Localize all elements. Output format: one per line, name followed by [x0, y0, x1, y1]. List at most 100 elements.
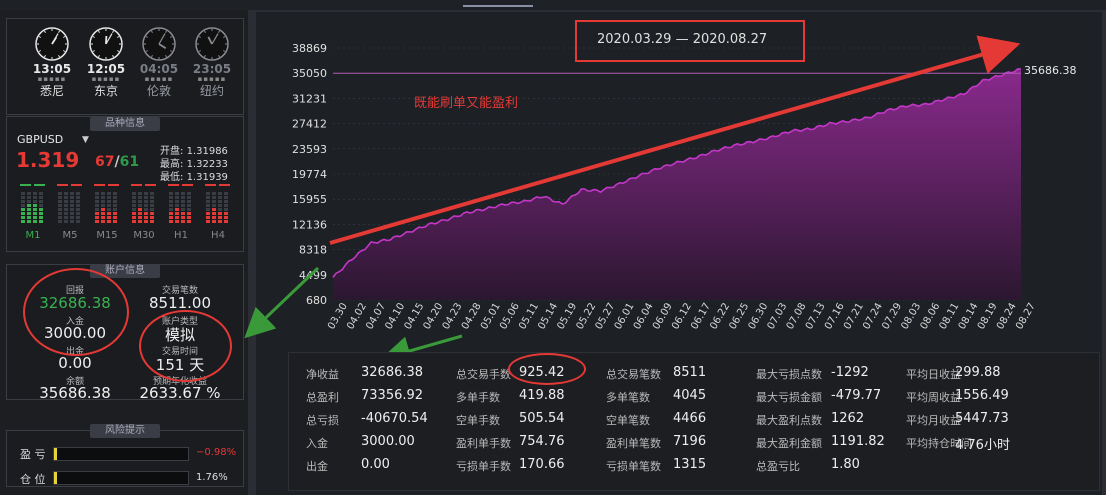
stat-label: 出金	[306, 460, 328, 473]
red-arrow	[329, 35, 1021, 245]
clock-dots: ▪▪▪▪▪	[144, 75, 174, 83]
stat-label: 入金	[306, 437, 328, 450]
stat-value: 7196	[673, 434, 707, 449]
stat-label: 亏损单笔数	[606, 460, 661, 473]
timeframe-tab-m5[interactable]: M5	[62, 230, 78, 241]
stat-label: 平均月收益	[906, 414, 961, 427]
world-clock-panel: 13:05 ▪▪▪▪▪ 悉尼 12:05 ▪▪▪▪▪ 东京 04:05 ▪▪▪▪▪ 伦敦 23:0…	[6, 18, 244, 115]
stats-table	[288, 352, 1100, 491]
low-value: 1.31939	[186, 172, 228, 183]
stat-value: 4045	[673, 388, 707, 403]
stat-label: 净收益	[306, 368, 339, 381]
equity-line	[332, 68, 1022, 278]
y-tick-label: 27412	[292, 118, 327, 131]
x-tick-label: 08.27	[1014, 301, 1038, 331]
signal-bars-icon	[20, 184, 46, 224]
y-tick-label: 35050	[292, 67, 327, 80]
clock-time: 12:05	[86, 62, 126, 76]
symbol-name[interactable]: GBPUSD	[17, 133, 64, 146]
last-value-label: 35686.38	[1024, 64, 1077, 77]
trades-value: 8511.00	[148, 294, 212, 312]
price-bid-ask: 67/61	[95, 154, 139, 170]
timeframe-tab-h4[interactable]: H4	[211, 230, 225, 241]
timeframe-tab-m1[interactable]: M1	[25, 230, 41, 241]
high-value: 1.32233	[186, 159, 228, 170]
stat-label: 总盈利	[306, 391, 339, 404]
stat-label: 总交易手数	[456, 368, 511, 381]
stat-value: 4466	[673, 411, 707, 426]
position-value: 1.76%	[196, 472, 228, 483]
withdraw-value: 0.00	[58, 354, 92, 372]
stat-value: 299.88	[955, 365, 1001, 380]
stat-value: 1.80	[831, 457, 860, 472]
stat-label: 空单手数	[456, 414, 500, 427]
clock-time: 23:05	[192, 62, 232, 76]
stat-label: 最大盈利点数	[756, 414, 822, 427]
stat-value: 0.00	[361, 457, 390, 472]
highlight-circle-lots	[508, 353, 586, 385]
low-price: 最低: 1.31939	[160, 168, 228, 183]
y-tick-label: 15955	[292, 193, 327, 206]
stat-value: 3000.00	[361, 434, 415, 449]
symbol-section-title: 品种信息	[90, 117, 160, 131]
stat-label: 多单手数	[456, 391, 500, 404]
signal-bars-icon	[94, 184, 120, 224]
timeframe-tab-m15[interactable]: M15	[96, 230, 118, 241]
stat-value: 1556.49	[955, 388, 1009, 403]
clock-city: 悉尼	[39, 84, 64, 98]
stat-label: 盈利单手数	[456, 437, 511, 450]
stat-value: 754.76	[519, 434, 565, 449]
stat-value: 1191.82	[831, 434, 885, 449]
stat-value: 73356.92	[361, 388, 424, 403]
growth-label: 预期年化收益	[152, 377, 207, 387]
clock-city: 纽约	[199, 84, 224, 98]
chevron-down-icon[interactable]: ▼	[82, 135, 89, 145]
active-tab-indicator[interactable]	[463, 5, 533, 7]
clock-face-icon	[195, 27, 229, 61]
clock-time: 13:05	[32, 62, 72, 76]
stat-value: 505.54	[519, 411, 565, 426]
position-bar	[53, 471, 189, 485]
stat-label: 最大亏损点数	[756, 368, 822, 381]
highlight-circle-return	[23, 268, 129, 356]
symbol-info-panel	[6, 116, 244, 252]
stat-label: 多单笔数	[606, 391, 650, 404]
clock-3: 23:05 ▪▪▪▪▪ 纽约	[187, 27, 237, 99]
balance-value: 35686.38	[39, 384, 111, 402]
stat-value: 8511	[673, 365, 707, 380]
pl-label: 盈 亏	[20, 448, 46, 461]
balance-label: 余额	[65, 377, 84, 387]
signal-bars-icon	[57, 184, 83, 224]
stat-label: 平均日收益	[906, 368, 961, 381]
stat-label: 平均周收益	[906, 391, 961, 404]
stat-value: 5447.73	[955, 411, 1009, 426]
y-tick-label: 8318	[299, 244, 327, 257]
stat-value: -479.77	[831, 388, 882, 403]
y-tick-label: 31231	[292, 92, 327, 105]
timeframe-tab-m30[interactable]: M30	[133, 230, 155, 241]
stat-label: 最大亏损金额	[756, 391, 822, 404]
y-tick-label: 680	[306, 294, 327, 307]
high-price: 最高: 1.32233	[160, 155, 228, 170]
timeframe-tab-h1[interactable]: H1	[174, 230, 188, 241]
clock-dots: ▪▪▪▪▪	[91, 75, 121, 83]
stat-label: 空单笔数	[606, 414, 650, 427]
stat-value: -40670.54	[361, 411, 428, 426]
green-arrow-left	[244, 266, 320, 339]
clock-face-icon	[142, 27, 176, 61]
stat-label: 总交易笔数	[606, 368, 661, 381]
position-label: 仓 位	[20, 473, 46, 486]
clock-face-icon	[35, 27, 69, 61]
stat-label: 总盈亏比	[756, 460, 800, 473]
price-ask: 61	[119, 154, 140, 170]
clock-2: 04:05 ▪▪▪▪▪ 伦敦	[134, 27, 184, 99]
open-value: 1.31986	[186, 146, 228, 157]
highlight-circle-type	[139, 310, 232, 382]
equity-area	[333, 68, 1021, 301]
price-big: 1.319	[16, 148, 80, 172]
stat-value: 170.66	[519, 457, 565, 472]
risk-section-title: 风险提示	[90, 424, 160, 438]
price-separator: /	[114, 154, 120, 170]
stat-label: 盈利单笔数	[606, 437, 661, 450]
stat-value: 1262	[831, 411, 865, 426]
